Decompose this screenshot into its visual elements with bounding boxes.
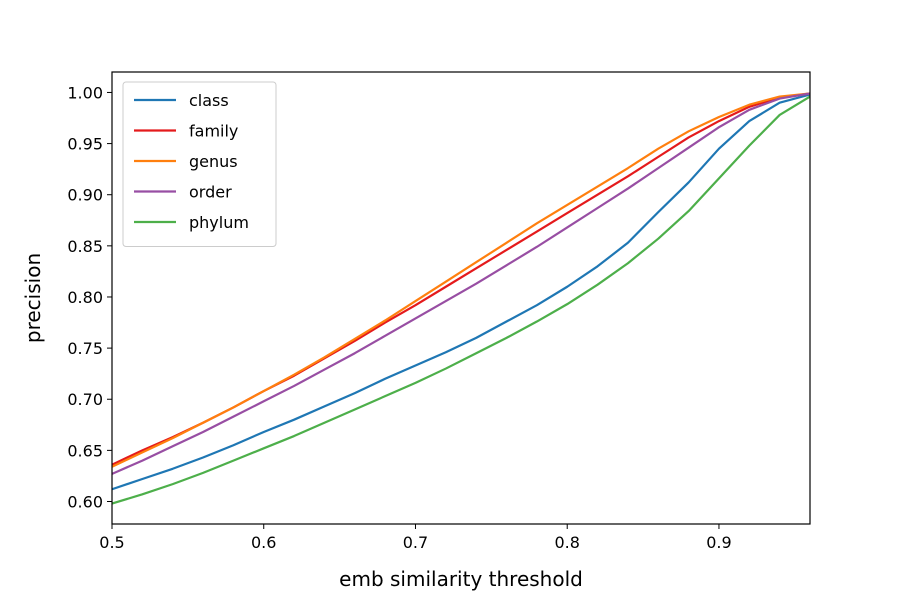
x-tick-label: 0.6 <box>251 533 276 552</box>
series-line-genus <box>112 92 810 468</box>
legend-label-genus: genus <box>189 152 238 171</box>
legend-label-class: class <box>189 91 229 110</box>
y-tick-label: 0.75 <box>67 339 103 358</box>
x-tick-label: 0.7 <box>403 533 428 552</box>
x-tick-label: 0.9 <box>706 533 731 552</box>
y-axis-label: precision <box>21 253 45 343</box>
x-tick-label: 0.5 <box>99 533 124 552</box>
y-tick-label: 0.70 <box>67 390 103 409</box>
y-tick-label: 0.80 <box>67 288 103 307</box>
legend-label-order: order <box>189 183 232 202</box>
series-line-phylum <box>112 95 810 505</box>
legend-label-phylum: phylum <box>189 213 249 232</box>
y-tick-label: 0.60 <box>67 493 103 512</box>
y-tick-label: 0.65 <box>67 441 103 460</box>
tick-layer: 0.5 0.6 0.7 0.8 0.9 0.60 0.65 0.70 0.75 0.80 0.85 0… <box>67 83 731 552</box>
y-tick-label: 0.95 <box>67 135 103 154</box>
legend-box <box>122 81 277 247</box>
legend-label-family: family <box>189 122 238 141</box>
legend: class family genus order phylum <box>122 81 277 247</box>
plot-frame <box>111 71 811 525</box>
series-line-order <box>112 92 810 475</box>
series-line-class <box>112 93 810 491</box>
x-axis-label: emb similarity threshold <box>339 567 583 591</box>
series-layer <box>112 92 810 505</box>
y-tick-label: 1.00 <box>67 83 103 102</box>
y-tick-label: 0.90 <box>67 186 103 205</box>
x-tick-label: 0.8 <box>554 533 579 552</box>
y-tick-label: 0.85 <box>67 237 103 256</box>
